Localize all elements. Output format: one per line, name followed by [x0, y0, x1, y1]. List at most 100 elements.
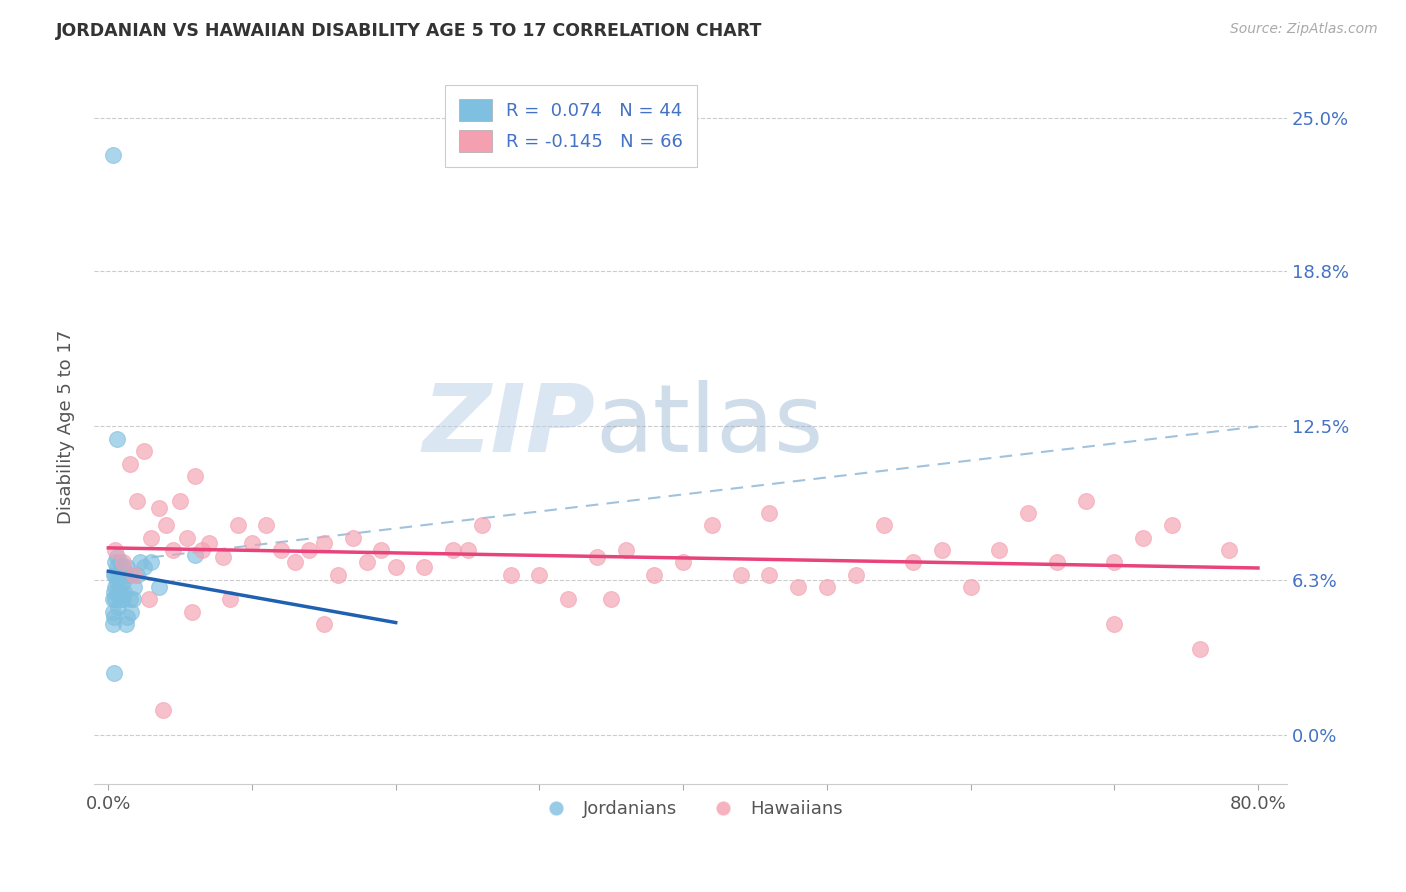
Point [212, 550, 235, 565]
Point [121, 592, 143, 607]
Point [112, 567, 135, 582]
Point [901, 555, 924, 569]
Point [672, 555, 695, 569]
Point [700, 518, 723, 533]
Point [586, 550, 609, 565]
Point [959, 580, 981, 594]
Point [226, 518, 249, 533]
Text: atlas: atlas [595, 381, 823, 473]
Y-axis label: Disability Age 5 to 17: Disability Age 5 to 17 [58, 329, 75, 524]
Point [730, 567, 752, 582]
Point [169, 493, 191, 508]
Point [103, 666, 125, 681]
Point [254, 518, 277, 533]
Point [529, 567, 551, 582]
Point [1017, 506, 1039, 520]
Point [115, 560, 138, 574]
Point [328, 567, 350, 582]
Point [105, 432, 128, 446]
Point [111, 574, 134, 589]
Point [134, 444, 156, 458]
Point [370, 542, 392, 557]
Point [108, 555, 131, 569]
Point [342, 531, 364, 545]
Point [122, 567, 145, 582]
Point [104, 542, 127, 557]
Point [103, 609, 125, 624]
Point [190, 542, 212, 557]
Point [312, 535, 335, 549]
Point [141, 555, 163, 569]
Point [104, 592, 127, 607]
Point [614, 542, 637, 557]
Point [312, 617, 335, 632]
Point [180, 605, 202, 619]
Point [114, 617, 136, 632]
Point [107, 585, 129, 599]
Point [155, 518, 177, 533]
Point [1160, 518, 1182, 533]
Point [125, 567, 148, 582]
Text: Source: ZipAtlas.com: Source: ZipAtlas.com [1230, 22, 1378, 37]
Point [111, 560, 134, 574]
Point [457, 542, 479, 557]
Point [240, 535, 263, 549]
Point [1189, 641, 1212, 656]
Point [600, 592, 623, 607]
Point [108, 567, 131, 582]
Point [104, 567, 127, 582]
Point [1218, 542, 1240, 557]
Point [105, 560, 128, 574]
Point [103, 567, 125, 582]
Point [384, 560, 406, 574]
Point [176, 531, 198, 545]
Point [118, 567, 141, 582]
Point [107, 567, 129, 582]
Point [105, 574, 128, 589]
Point [1104, 555, 1126, 569]
Point [557, 592, 579, 607]
Point [873, 518, 896, 533]
Point [110, 567, 132, 582]
Point [101, 617, 124, 632]
Point [643, 567, 665, 582]
Text: ZIP: ZIP [422, 381, 595, 473]
Point [111, 555, 134, 569]
Point [815, 580, 838, 594]
Point [356, 555, 378, 569]
Point [148, 580, 170, 594]
Point [101, 592, 124, 607]
Point [110, 592, 132, 607]
Point [758, 567, 780, 582]
Point [141, 531, 163, 545]
Point [1132, 531, 1154, 545]
Point [112, 585, 135, 599]
Point [125, 493, 148, 508]
Point [499, 567, 522, 582]
Point [758, 506, 780, 520]
Point [219, 592, 242, 607]
Point [270, 542, 292, 557]
Point [107, 599, 129, 614]
Point [115, 609, 138, 624]
Point [103, 585, 125, 599]
Point [787, 580, 810, 594]
Point [471, 518, 494, 533]
Point [1046, 555, 1069, 569]
Point [284, 555, 307, 569]
Point [104, 580, 127, 594]
Point [122, 580, 145, 594]
Point [441, 542, 464, 557]
Point [198, 535, 221, 549]
Point [138, 592, 160, 607]
Point [120, 605, 142, 619]
Point [148, 500, 170, 515]
Point [101, 148, 124, 162]
Point [931, 542, 953, 557]
Legend: Jordanians, Hawaiians: Jordanians, Hawaiians [531, 793, 849, 825]
Point [162, 542, 184, 557]
Point [988, 542, 1011, 557]
Point [104, 555, 127, 569]
Point [1104, 617, 1126, 632]
Point [111, 592, 134, 607]
